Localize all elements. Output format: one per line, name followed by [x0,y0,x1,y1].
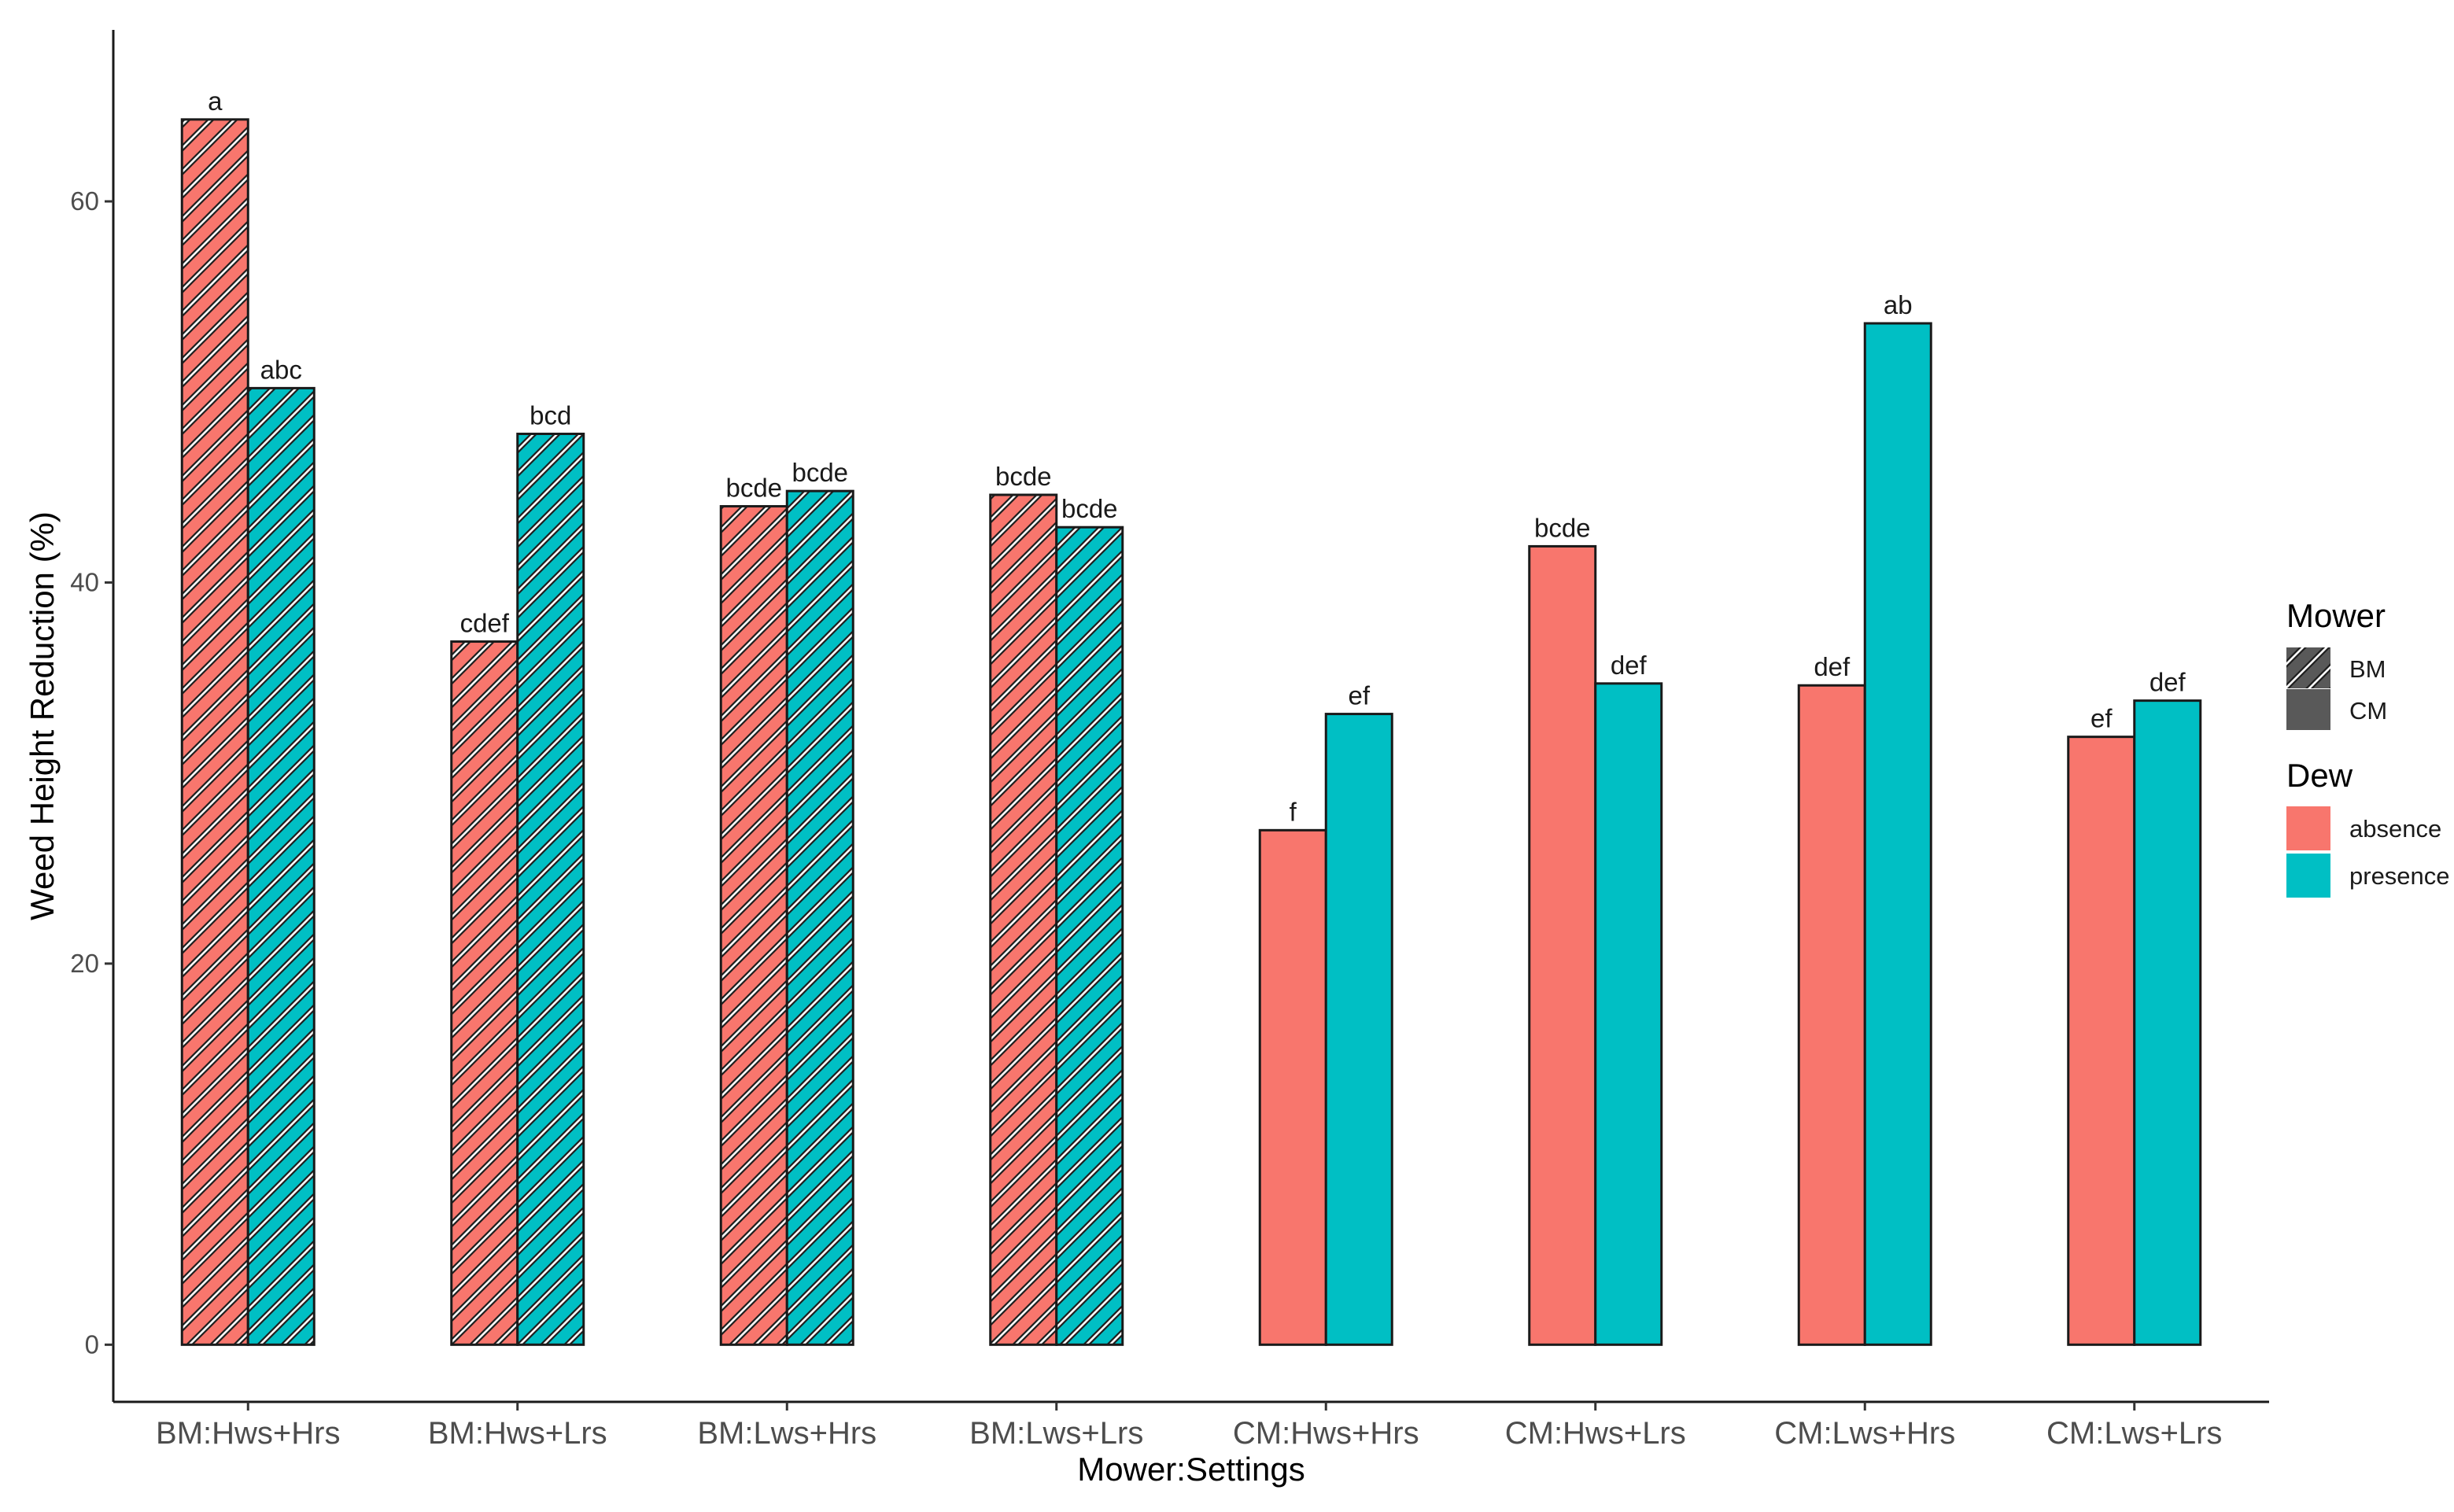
bar-hatch-absence-3 [721,506,788,1345]
bar-hatch-presence-3 [787,491,854,1345]
bar-hatch-absence-4 [990,495,1057,1345]
legend: Mower BM CM Dew absence presence [2286,597,2450,898]
legend-key-cm [2286,689,2330,730]
axes: 0 20 40 60 BM:Hws+Hrs BM:Hws+Lrs BM:Lws+Hrs BM:… [24,30,2269,1488]
bars-layer [180,118,2202,1346]
x-tick-label: CM:Lws+Lrs [2046,1416,2222,1451]
significance-label: def [1611,651,1648,680]
bar-presence-7 [1865,323,1932,1345]
x-tick-label: CM:Lws+Hrs [1774,1416,1955,1451]
bar-outline-presence-2 [516,433,585,1346]
y-axis-title: Weed Height Reduction (%) [24,511,61,920]
x-tick-label: CM:Hws+Lrs [1505,1416,1686,1451]
legend-label-absence: absence [2349,815,2441,843]
significance-label: cdef [460,609,510,638]
significance-label: ef [2091,704,2113,733]
bar-presence-6 [1595,683,1662,1345]
y-tick-label: 20 [70,949,99,978]
bar-absence-7 [1799,685,1865,1345]
significance-label: abc [260,355,302,384]
y-tick-label: 40 [70,567,99,596]
legend-mower-title: Mower [2286,597,2386,634]
significance-label: bcde [1534,513,1591,542]
legend-label-presence: presence [2349,862,2450,890]
bar-hatch-absence-1 [182,119,249,1345]
legend-dew-title: Dew [2286,757,2353,794]
bar-hatch-presence-4 [1056,527,1123,1345]
bar-hatch-absence-2 [451,641,518,1345]
bar-outline-presence-6 [1594,682,1663,1346]
x-tick-label: BM:Lws+Hrs [697,1416,876,1451]
legend-key-absence [2286,806,2330,850]
bar-outline-presence-3 [785,489,854,1346]
bar-hatch-presence-1 [248,388,315,1345]
significance-labels: a abc cdef bcd bcde bcde bcde bcde f ef bcde def def… [208,87,2186,826]
bar-outline-presence-7 [1863,322,1932,1346]
x-tick-label: BM:Hws+Hrs [156,1416,340,1451]
significance-label: ef [1348,681,1370,710]
bar-absence-8 [2068,736,2135,1345]
bar-outline-presence-8 [2133,699,2202,1346]
significance-label: ab [1884,290,1913,319]
significance-label: bcde [995,462,1052,491]
bar-outline-presence-4 [1055,526,1124,1346]
x-axis-title: Mower:Settings [1077,1451,1304,1488]
significance-label: a [208,87,223,116]
bar-outline-presence-1 [246,386,316,1346]
bar-absence-5 [1260,830,1327,1345]
bar-presence-5 [1326,714,1393,1345]
significance-label: bcd [530,401,571,430]
x-tick-label: BM:Lws+Lrs [969,1416,1143,1451]
bar-presence-8 [2134,700,2201,1345]
legend-key-bm-hatch [2286,647,2330,688]
x-tick-label: CM:Hws+Hrs [1233,1416,1419,1451]
bar-outline-presence-5 [1324,713,1393,1346]
bar-absence-6 [1529,546,1596,1345]
significance-label: def [2150,668,2186,697]
y-tick-label: 60 [70,186,99,216]
x-tick-label: BM:Hws+Lrs [428,1416,607,1451]
y-tick-label: 0 [85,1329,99,1359]
legend-label-cm: CM [2349,697,2387,725]
legend-key-presence [2286,854,2330,898]
significance-label: def [1814,652,1851,681]
significance-label: bcde [792,458,848,487]
legend-label-bm: BM [2349,655,2386,683]
significance-label: f [1290,797,1297,826]
significance-label: bcde [1061,494,1118,523]
significance-label: bcde [725,474,782,503]
bar-hatch-presence-2 [517,433,584,1345]
